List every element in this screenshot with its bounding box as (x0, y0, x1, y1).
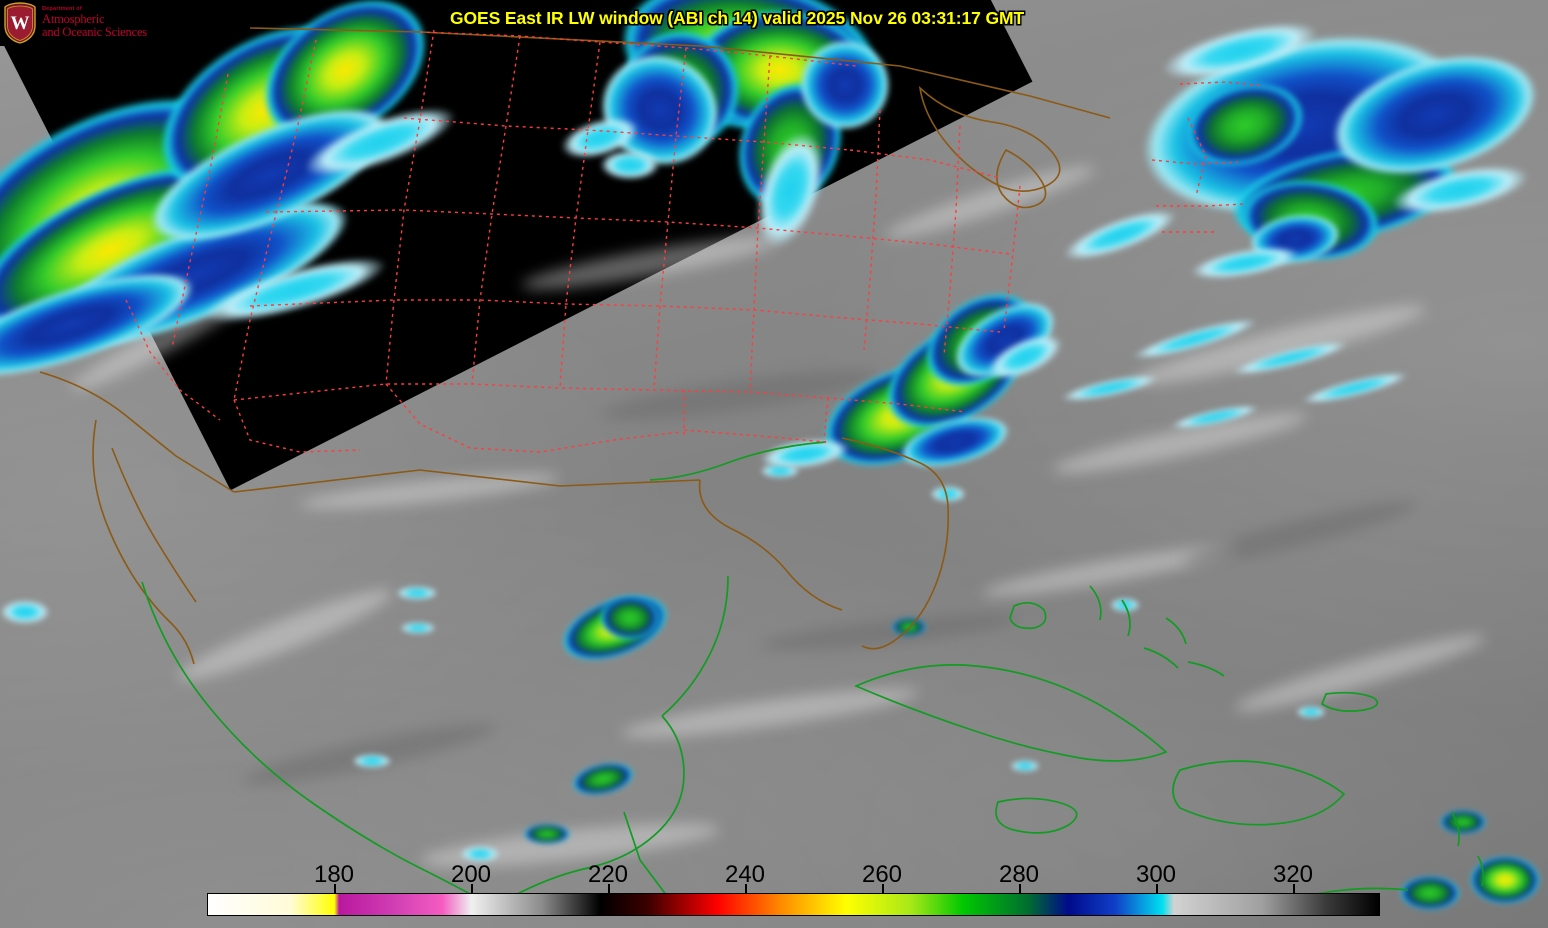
product-title: GOES East IR LW window (ABI ch 14) valid… (450, 8, 1025, 28)
colorbar-gradient (207, 893, 1380, 916)
cloud-feature (790, 866, 840, 890)
colorbar-tick-label: 280 (998, 861, 1040, 888)
colorbar-tick (608, 884, 610, 893)
colorbar-tick-label: 220 (587, 861, 629, 888)
colorbar-tick (882, 884, 884, 893)
cloud-feature (1400, 876, 1460, 910)
cloud-feature (524, 824, 570, 844)
colorbar-tick-label: 320 (1272, 861, 1314, 888)
cloud-feature (400, 622, 436, 634)
cloud-feature (600, 596, 660, 640)
colorbar (207, 893, 1380, 916)
cloud-feature (600, 150, 660, 180)
cloud-feature (892, 618, 926, 636)
cloud-feature (1440, 810, 1486, 834)
svg-text:W: W (11, 13, 30, 34)
uw-aos-logo: W Department of Atmospheric and Oceanic … (0, 0, 152, 46)
colorbar-tick-label: 260 (861, 861, 903, 888)
cloud-feature (760, 464, 800, 478)
colorbar-tick (471, 884, 473, 893)
cloud-feature (396, 586, 438, 600)
cloud-feature (352, 754, 392, 768)
cloud-feature (0, 600, 50, 624)
cloud-feature (1296, 706, 1326, 718)
logo-line-1: Atmospheric (42, 12, 105, 27)
cloud-feature (1470, 856, 1540, 904)
cloud-feature (1110, 598, 1140, 612)
colorbar-tick-label: 200 (450, 861, 492, 888)
cloud-feature (1010, 760, 1040, 772)
uw-crest-icon: W (3, 2, 37, 44)
logo-line-2: and Oceanic Sciences (42, 24, 147, 39)
cloud-feature (930, 486, 966, 502)
logo-dept-prefix: Department of (42, 6, 82, 13)
colorbar-tick (334, 884, 336, 893)
cloud-feature (460, 846, 500, 862)
colorbar-tick (1019, 884, 1021, 893)
cloud-feature (800, 40, 890, 130)
colorbar-tick (745, 884, 747, 893)
colorbar-tick-label: 180 (313, 861, 355, 888)
colorbar-tick-label: 240 (724, 861, 766, 888)
colorbar-tick (1156, 884, 1158, 893)
colorbar-tick-label: 300 (1135, 861, 1177, 888)
colorbar-tick (1293, 884, 1295, 893)
